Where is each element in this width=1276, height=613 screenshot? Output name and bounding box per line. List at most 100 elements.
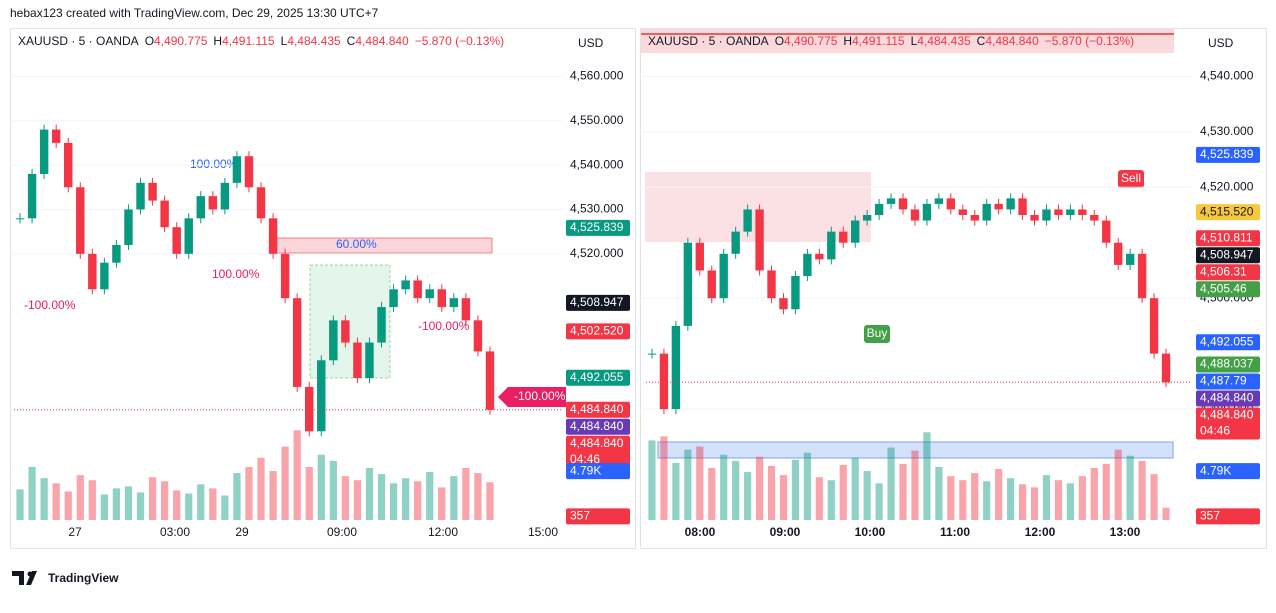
symbol: XAUUSD · 5 · OANDA: [18, 34, 139, 48]
symbol: XAUUSD · 5 · OANDA: [648, 34, 769, 48]
volume-bar: [197, 484, 205, 520]
volume-bar: [269, 471, 277, 520]
candle: [910, 209, 920, 221]
chart: 4,540.0004,530.0004,520.0004,500.0004,48…: [642, 34, 1260, 539]
volume-bar: [317, 454, 325, 520]
candle: [244, 156, 254, 188]
price-tag: [1196, 146, 1260, 163]
candle: [779, 298, 788, 310]
zone: [657, 441, 1174, 459]
ohlc-value: 4,484.435: [287, 34, 341, 48]
volume-bar: [684, 449, 692, 520]
candle: [755, 209, 764, 271]
price-tag: [1196, 463, 1260, 480]
volume-bar: [293, 430, 301, 520]
volume-bar: [136, 492, 145, 520]
volume-bar: [696, 446, 704, 520]
ohlc-value: 4,484.435: [917, 34, 971, 48]
countdown: 04:46: [1200, 424, 1230, 438]
candle: [15, 218, 25, 220]
candle: [898, 198, 908, 210]
price-tag-label: 4,492.055: [1200, 334, 1254, 348]
volume-bar: [744, 472, 752, 520]
price-tag-label: 4,484.840: [570, 436, 624, 450]
candle: [862, 215, 872, 221]
volume-bar: [173, 490, 181, 520]
countdown: 04:46: [570, 452, 600, 466]
y-tick-label: 4,530.000: [1200, 124, 1254, 138]
price-tag-label: 4,505.46: [1200, 281, 1247, 295]
price-tag-label: 357: [570, 509, 590, 523]
candle: [994, 203, 1003, 210]
y-tick-label: 4,520.000: [1200, 179, 1254, 193]
candle: [767, 270, 776, 299]
volume-bar: [1007, 478, 1015, 520]
ohlc-key: L: [281, 34, 288, 48]
candle: [1054, 209, 1063, 215]
volume-bar: [185, 493, 193, 520]
chart: 4,560.000 4,550.000 4,540.000 4,530.000 4,52…: [10, 34, 630, 539]
volume-bar: [52, 483, 60, 520]
price-tag: [1196, 373, 1260, 390]
y-tick-label: 4,540.000: [1200, 69, 1254, 83]
price-tag: [1196, 247, 1260, 264]
x-tick-label: 15:00: [528, 525, 558, 539]
price-tag-label: 4.79K: [1200, 463, 1231, 477]
footer: TradingView: [48, 571, 119, 585]
volume-bar: [720, 454, 728, 520]
x-tick-label: 10:00: [855, 525, 886, 539]
candle: [707, 270, 716, 299]
volume-bar: [672, 462, 680, 520]
logo-mark: [27, 571, 33, 577]
candle: [934, 198, 944, 204]
volume-bar: [708, 467, 716, 520]
volume-bar: [779, 475, 788, 520]
candle: [124, 209, 133, 245]
ohlc-value: −5.870 (−0.13%): [1045, 34, 1134, 48]
candle: [671, 325, 681, 410]
price-tag-label: 4,484.840: [570, 419, 624, 433]
volume-bar: [875, 483, 883, 520]
volume-bar: [402, 478, 410, 520]
volume-bar: [341, 476, 349, 520]
volume-bar: [1126, 455, 1134, 520]
x-tick-label: 03:00: [160, 525, 190, 539]
volume-bar: [414, 481, 422, 520]
price-tag-label: 4,508.947: [1200, 247, 1254, 261]
volume-bar: [851, 457, 859, 520]
panel-frame: [640, 28, 1267, 549]
candle: [76, 187, 85, 254]
candle: [958, 209, 967, 215]
ohlc-value: 4,491.115: [222, 34, 275, 48]
y-tick-label: 4,560.000: [570, 69, 624, 83]
candle: [982, 203, 991, 221]
volume-bar: [1030, 487, 1039, 520]
candle: [827, 231, 836, 260]
signal-tag: [1118, 170, 1144, 188]
volume-bar: [791, 459, 800, 520]
volume-bar: [971, 473, 979, 520]
price-tag: [1196, 508, 1260, 525]
ohlc-value: −5.870 (−0.13%): [415, 34, 504, 48]
candle: [365, 342, 374, 379]
candle: [1114, 242, 1123, 265]
price-tag-label: 4,488.037: [1200, 357, 1254, 371]
volume-bar: [648, 440, 656, 520]
ohlc-key: C: [347, 34, 356, 48]
candle: [1102, 220, 1111, 243]
candle: [27, 173, 37, 219]
price-tag: [1196, 281, 1260, 298]
volume-bar: [124, 486, 133, 520]
annotation: Buy: [867, 326, 888, 340]
volume-bar: [233, 473, 241, 520]
candle: [112, 244, 121, 263]
candle: [683, 242, 693, 326]
candle: [341, 320, 350, 343]
candle: [922, 203, 932, 221]
candle: [473, 320, 483, 352]
x-tick-label: 27: [68, 525, 82, 539]
volume-bar: [863, 471, 871, 520]
ohlc-key: C: [977, 34, 986, 48]
price-tag-label: 4,508.947: [570, 295, 624, 309]
price-tag-label: 4,492.055: [570, 370, 624, 384]
